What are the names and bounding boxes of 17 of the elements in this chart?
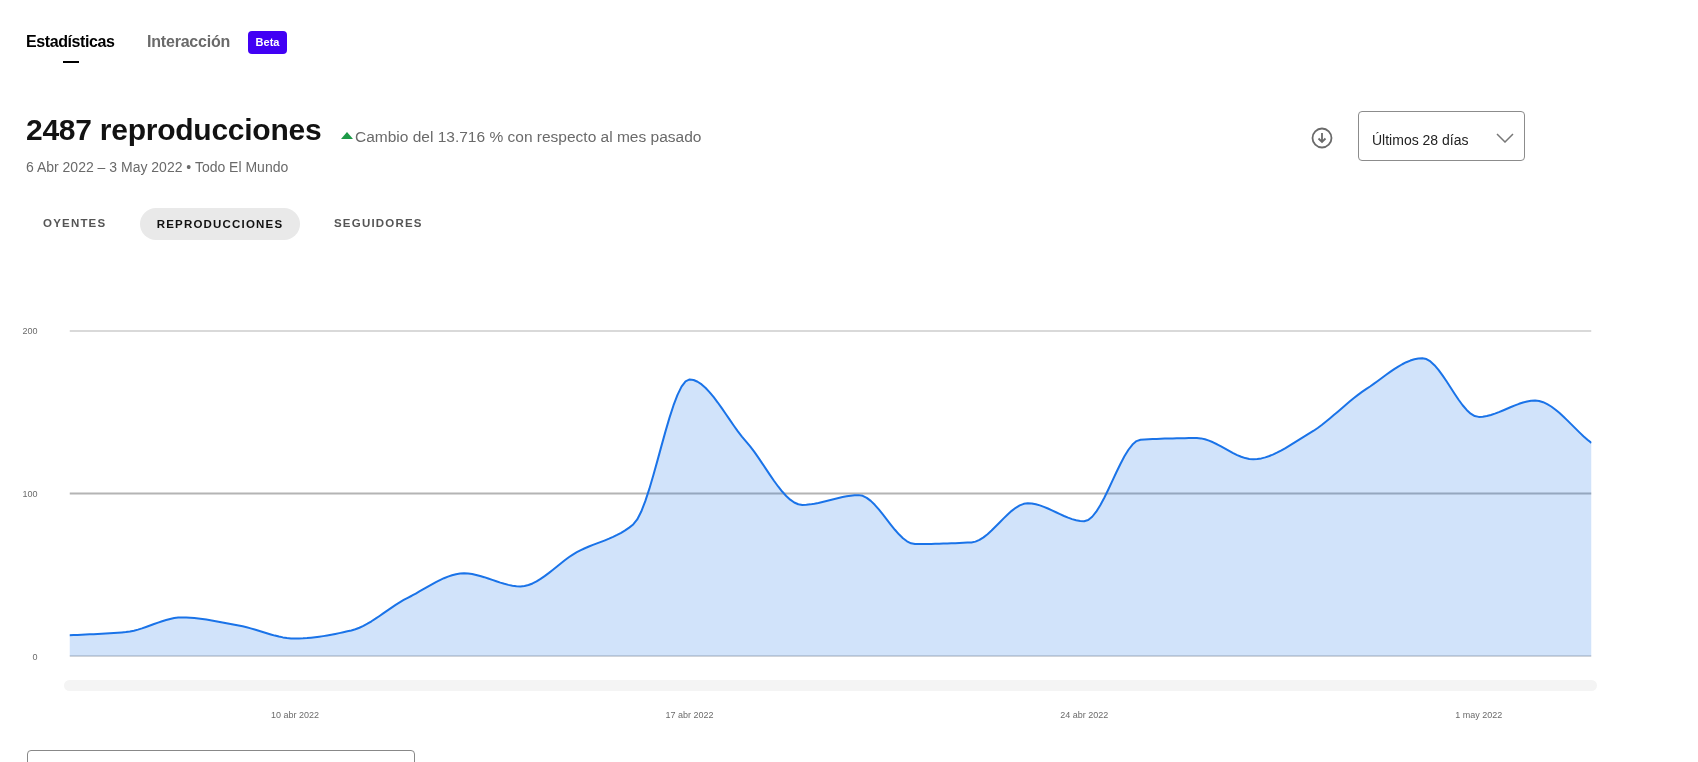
y-tick-label: 100 bbox=[22, 488, 38, 499]
x-tick-label: 10 abr 2022 bbox=[270, 709, 320, 720]
text: OYENTES bbox=[43, 216, 107, 231]
x-tick-label: 17 abr 2022 bbox=[665, 709, 714, 720]
x-tick-label: 1 may 2022 bbox=[1455, 709, 1503, 720]
chart-subtitle: 6 Abr 2022 – 3 May 2022 • Todo El Mundo bbox=[26, 158, 289, 177]
x-tick-label: 24 abr 2022 bbox=[1060, 709, 1109, 720]
text: Interacción bbox=[147, 32, 231, 52]
y-tick-label: 200 bbox=[22, 325, 38, 336]
text: Últimos 28 días bbox=[1372, 131, 1469, 150]
text: Cambio del 13.716 % con respecto al mes pasado bbox=[355, 127, 702, 147]
text: REPRODUCCIONES bbox=[156, 217, 284, 232]
y-tick-label: 0 bbox=[32, 651, 38, 662]
text: SEGUIDORES bbox=[334, 216, 423, 231]
text: Estadísticas bbox=[26, 32, 115, 52]
text: Beta bbox=[255, 35, 280, 50]
chart-title: 2487 reproducciones bbox=[26, 113, 322, 147]
